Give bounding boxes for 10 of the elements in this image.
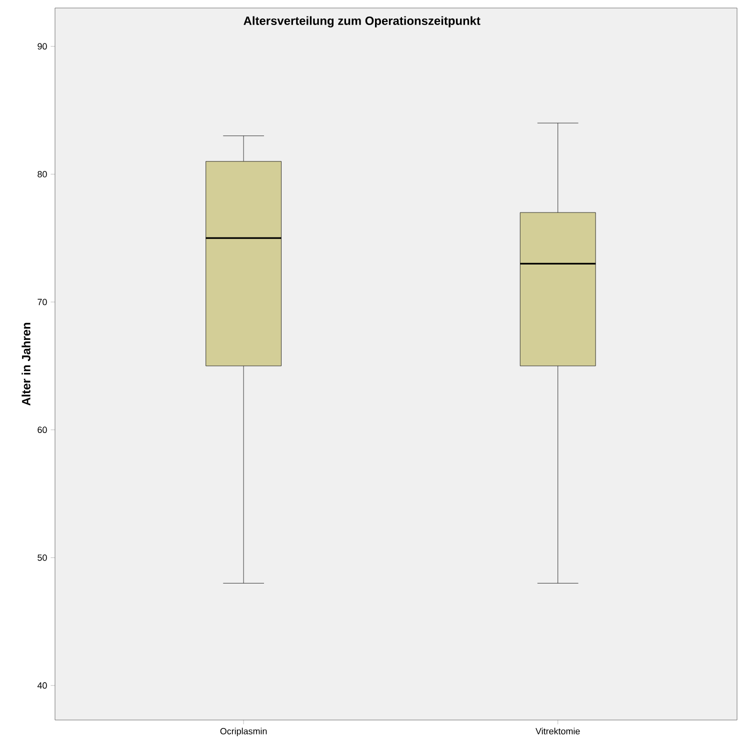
text: Altersverteilung zum Operationszeitpunkt: [244, 16, 480, 28]
y-axis-title: Alter in Jahren: [22, 322, 30, 406]
x-tick-label: Ocriplasmin: [220, 728, 267, 736]
y-tick-label: 50: [38, 554, 47, 561]
y-tick-label: 40: [37, 682, 47, 689]
x-tick-label: Vitrektomie: [536, 728, 580, 734]
y-tick-label: 60: [38, 426, 47, 434]
y-tick-label: 70: [38, 298, 47, 306]
y-tick-label: 80: [38, 170, 47, 178]
y-tick-label: 90: [38, 43, 47, 50]
